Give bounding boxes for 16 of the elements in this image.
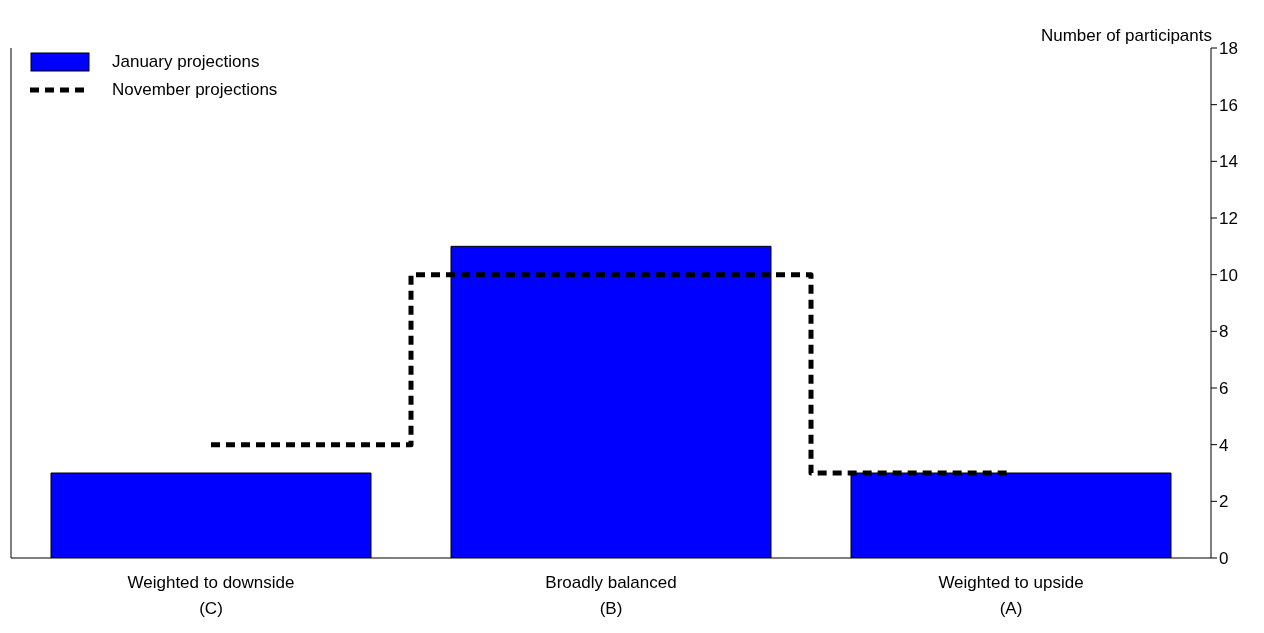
y-axis-title: Number of participants: [1040, 26, 1212, 46]
x-tick-label: Broadly balanced (B): [545, 573, 677, 618]
y-tick-label: 10: [1219, 265, 1238, 285]
x-tick-label: Weighted to upside (A): [938, 573, 1084, 618]
y-tick-label: 2: [1219, 492, 1229, 512]
legend-label: January projections: [112, 52, 260, 72]
legend-label: November projections: [112, 80, 278, 100]
y-tick-label: 4: [1219, 435, 1229, 455]
y-tick-label: 18: [1219, 39, 1238, 59]
y-tick-label: 16: [1219, 95, 1238, 115]
y-tick-label: 8: [1219, 322, 1229, 342]
x-tick-label: Weighted to downside (C): [127, 573, 295, 618]
y-tick-label: 6: [1219, 379, 1229, 399]
y-tick-label: 14: [1219, 152, 1238, 172]
y-tick-label: 12: [1219, 209, 1238, 229]
y-tick-label: 0: [1219, 549, 1229, 569]
